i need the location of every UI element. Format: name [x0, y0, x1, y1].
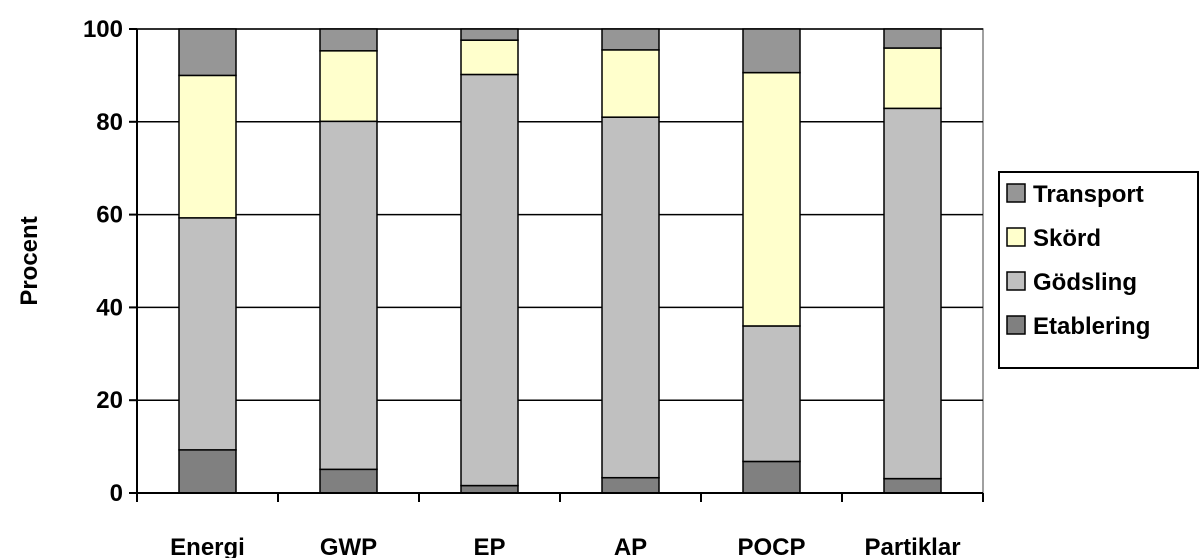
x-tick-label: POCP — [737, 534, 805, 558]
legend-swatch-0 — [1006, 183, 1026, 203]
x-tick-label: GWP — [320, 534, 377, 558]
legend-swatch-3 — [1006, 315, 1026, 335]
bar-segment-ap-1 — [601, 116, 660, 479]
bar-segment-gwp-0 — [319, 468, 378, 494]
x-tick-label: EP — [473, 534, 505, 558]
legend-label: Etablering — [1033, 313, 1150, 340]
bar-segment-partiklar-2 — [883, 47, 942, 110]
y-tick-label: 0 — [110, 480, 123, 507]
bar-segment-energi-3 — [178, 28, 237, 77]
y-tick-label: 40 — [96, 294, 123, 321]
bar-segment-pocp-2 — [742, 71, 801, 327]
bar-segment-energi-0 — [178, 449, 237, 494]
bar-segment-partiklar-1 — [883, 107, 942, 480]
bar-segment-energi-2 — [178, 74, 237, 219]
legend-swatch-2 — [1006, 271, 1026, 291]
bar-segment-gwp-1 — [319, 120, 378, 471]
bar-segment-ap-2 — [601, 49, 660, 118]
bar-segment-ep-2 — [460, 39, 519, 76]
x-tick-label: Partiklar — [864, 534, 960, 558]
y-tick-label: 20 — [96, 387, 123, 414]
y-axis-title: Procent — [16, 216, 43, 305]
bar-segment-ap-3 — [601, 28, 660, 51]
bar-segment-pocp-0 — [742, 460, 801, 494]
y-tick-label: 60 — [96, 202, 123, 229]
bar-segment-pocp-3 — [742, 28, 801, 74]
legend-swatch-1 — [1006, 227, 1026, 247]
bar-segment-ep-3 — [460, 28, 519, 41]
y-tick-label: 100 — [83, 16, 123, 43]
bar-segment-ap-0 — [601, 476, 660, 494]
bar-segment-partiklar-0 — [883, 477, 942, 494]
legend-label: Skörd — [1033, 225, 1101, 252]
y-tick-label: 80 — [96, 109, 123, 136]
bar-segment-gwp-2 — [319, 50, 378, 123]
bar-segment-gwp-3 — [319, 28, 378, 52]
bar-segment-ep-1 — [460, 73, 519, 487]
bar-segment-ep-0 — [460, 484, 519, 494]
plot-area — [136, 28, 984, 494]
x-tick-label: AP — [614, 534, 647, 558]
bar-segment-partiklar-3 — [883, 28, 942, 49]
legend-label: Gödsling — [1033, 269, 1137, 296]
legend-label: Transport — [1033, 181, 1144, 208]
legend-box — [998, 171, 1199, 369]
bar-segment-pocp-1 — [742, 325, 801, 463]
x-tick-label: Energi — [170, 534, 245, 558]
bar-segment-energi-1 — [178, 217, 237, 451]
